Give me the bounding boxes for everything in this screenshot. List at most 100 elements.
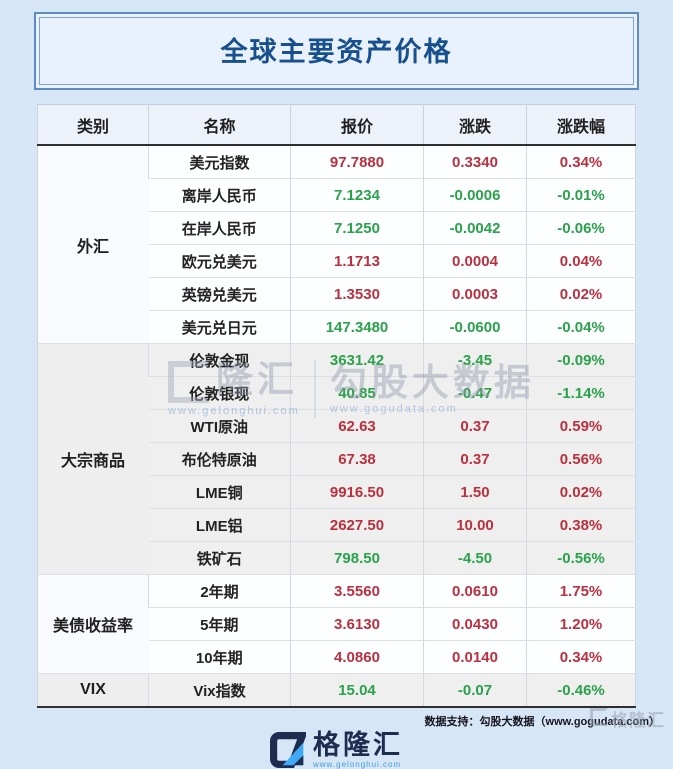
table-row: LME铜 9916.50 1.50 0.02% <box>38 475 636 509</box>
gelonghui-g-logo-icon <box>270 732 306 768</box>
change-pct-cell: 0.02% <box>526 475 636 509</box>
change-pct-cell: 0.56% <box>526 442 636 476</box>
header-change-pct: 涨跌幅 <box>526 104 636 145</box>
change-cell: 0.0430 <box>423 607 527 641</box>
change-cell: -3.45 <box>423 343 527 377</box>
asset-name-cell: WTI原油 <box>148 409 291 443</box>
change-pct-cell: 0.04% <box>526 244 636 278</box>
asset-name-cell: LME铝 <box>148 508 291 542</box>
change-pct-cell: -1.14% <box>526 376 636 410</box>
price-cell: 40.85 <box>290 376 424 410</box>
table-header-row: 类别 名称 报价 涨跌 涨跌幅 <box>37 104 636 145</box>
price-cell: 62.63 <box>290 409 424 443</box>
change-pct-cell: 0.38% <box>526 508 636 542</box>
asset-name-cell: 英镑兑美元 <box>148 277 291 311</box>
change-cell: 0.37 <box>423 442 527 476</box>
table-row: 伦敦银现 40.85 -0.47 -1.14% <box>38 376 636 410</box>
asset-price-table: 类别 名称 报价 涨跌 涨跌幅 外汇 美元指数 97.7880 0.3340 0… <box>37 104 636 708</box>
change-pct-cell: 0.02% <box>526 277 636 311</box>
price-cell: 15.04 <box>290 673 424 707</box>
change-cell: 0.0003 <box>423 277 527 311</box>
data-credit: 数据支持：勾股大数据（www.gogudata.com） <box>424 716 660 728</box>
price-cell: 3.6130 <box>290 607 424 641</box>
change-cell: -0.07 <box>423 673 527 707</box>
asset-name-cell: 2年期 <box>148 574 291 608</box>
category-cell: 外汇 <box>37 144 149 344</box>
price-cell: 798.50 <box>290 541 424 575</box>
asset-name-cell: 布伦特原油 <box>148 442 291 476</box>
change-pct-cell: -0.46% <box>526 673 636 707</box>
change-cell: 0.0004 <box>423 244 527 278</box>
asset-name-cell: 欧元兑美元 <box>148 244 291 278</box>
table-row: 欧元兑美元 1.1713 0.0004 0.04% <box>38 244 636 278</box>
change-pct-cell: 0.59% <box>526 409 636 443</box>
price-cell: 3.5560 <box>290 574 424 608</box>
price-cell: 97.7880 <box>290 144 424 179</box>
change-cell: 10.00 <box>423 508 527 542</box>
table-row: 10年期 4.0860 0.0140 0.34% <box>38 640 636 674</box>
price-cell: 147.3480 <box>290 310 424 344</box>
asset-name-cell: 5年期 <box>148 607 291 641</box>
change-pct-cell: -0.09% <box>526 343 636 377</box>
change-cell: -0.0600 <box>423 310 527 344</box>
table-row: LME铝 2627.50 10.00 0.38% <box>38 508 636 542</box>
gelonghui-logo: 格隆汇 www.gelonghui.com <box>0 732 673 769</box>
table-row: VIX Vix指数 15.04 -0.07 -0.46% <box>37 673 636 707</box>
change-cell: 0.0610 <box>423 574 527 608</box>
change-cell: -0.0006 <box>423 178 527 212</box>
price-cell: 1.3530 <box>290 277 424 311</box>
category-cell: VIX <box>37 673 149 707</box>
asset-name-cell: 10年期 <box>148 640 291 674</box>
change-cell: -0.0042 <box>423 211 527 245</box>
asset-name-cell: 美元兑日元 <box>148 310 291 344</box>
asset-name-cell: 伦敦银现 <box>148 376 291 410</box>
change-pct-cell: 1.20% <box>526 607 636 641</box>
price-cell: 67.38 <box>290 442 424 476</box>
asset-name-cell: 铁矿石 <box>148 541 291 575</box>
asset-table-body: 外汇 美元指数 97.7880 0.3340 0.34% 离岸人民币 7.123… <box>37 144 636 707</box>
change-cell: 0.3340 <box>423 144 527 179</box>
change-cell: -0.47 <box>423 376 527 410</box>
change-pct-cell: 1.75% <box>526 574 636 608</box>
title-banner-inner: 全球主要资产价格 <box>39 17 634 85</box>
change-pct-cell: -0.56% <box>526 541 636 575</box>
header-name: 名称 <box>148 104 291 145</box>
asset-name-cell: 美元指数 <box>148 144 291 179</box>
change-pct-cell: 0.34% <box>526 144 636 179</box>
header-category: 类别 <box>76 118 109 136</box>
price-cell: 1.1713 <box>290 244 424 278</box>
change-pct-cell: -0.01% <box>526 178 636 212</box>
table-row: 在岸人民币 7.1250 -0.0042 -0.06% <box>38 211 636 245</box>
table-row: 英镑兑美元 1.3530 0.0003 0.02% <box>38 277 636 311</box>
price-cell: 3631.42 <box>290 343 424 377</box>
table-row: 布伦特原油 67.38 0.37 0.56% <box>38 442 636 476</box>
price-cell: 7.1234 <box>290 178 424 212</box>
header-price: 报价 <box>290 104 424 145</box>
page-title: 全球主要资产价格 <box>220 37 453 67</box>
asset-name-cell: 伦敦金现 <box>148 343 291 377</box>
table-row: 5年期 3.6130 0.0430 1.20% <box>38 607 636 641</box>
change-cell: 0.0140 <box>423 640 527 674</box>
table-row: 大宗商品 伦敦金现 3631.42 -3.45 -0.09% <box>37 343 636 575</box>
asset-name-cell: LME铜 <box>148 475 291 509</box>
title-banner: 全球主要资产价格 <box>34 12 639 90</box>
header-change: 涨跌 <box>423 104 527 145</box>
category-cell: 大宗商品 <box>37 343 149 575</box>
change-pct-cell: 0.34% <box>526 640 636 674</box>
price-cell: 4.0860 <box>290 640 424 674</box>
table-row: WTI原油 62.63 0.37 0.59% <box>38 409 636 443</box>
asset-name-cell: Vix指数 <box>148 673 291 707</box>
change-pct-cell: -0.04% <box>526 310 636 344</box>
price-cell: 2627.50 <box>290 508 424 542</box>
price-cell: 9916.50 <box>290 475 424 509</box>
table-row: 美元兑日元 147.3480 -0.0600 -0.04% <box>38 310 636 344</box>
change-cell: 0.37 <box>423 409 527 443</box>
price-cell: 7.1250 <box>290 211 424 245</box>
table-row: 离岸人民币 7.1234 -0.0006 -0.01% <box>38 178 636 212</box>
change-cell: -4.50 <box>423 541 527 575</box>
change-pct-cell: -0.06% <box>526 211 636 245</box>
table-row: 美债收益率 2年期 3.5560 0.0610 1.75% <box>37 574 636 674</box>
category-cell: 美债收益率 <box>37 574 149 674</box>
asset-name-cell: 离岸人民币 <box>148 178 291 212</box>
table-row: 外汇 美元指数 97.7880 0.3340 0.34% <box>37 144 636 344</box>
